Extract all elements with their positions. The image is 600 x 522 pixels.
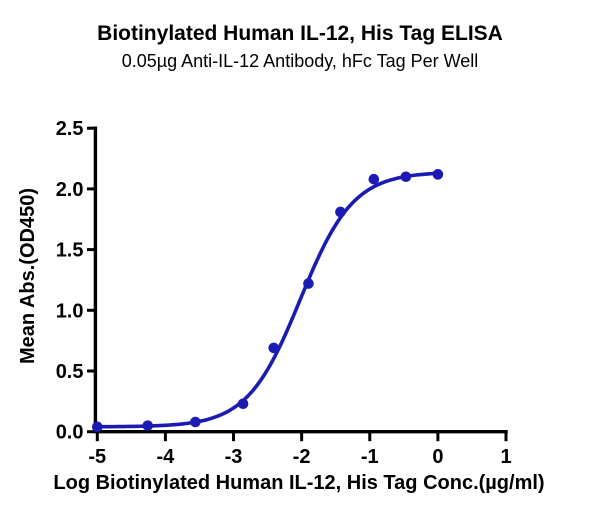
x-tick-label: -3: [225, 446, 243, 468]
y-tick-label: 2.5: [56, 118, 84, 140]
x-tick-label: 0: [432, 446, 443, 468]
x-axis-title: Log Biotinylated Human IL-12, His Tag Co…: [53, 472, 544, 494]
data-point: [335, 206, 346, 218]
data-point: [142, 420, 154, 431]
fit-curve: [95, 171, 440, 429]
x-tick-label: -5: [88, 446, 106, 468]
y-tick-label: 1.0: [56, 300, 84, 322]
data-point: [190, 416, 201, 428]
x-tick-label: -1: [361, 446, 379, 468]
data-point: [268, 342, 280, 354]
x-tick-label: -4: [157, 446, 176, 468]
y-tick-label: 2.0: [56, 179, 84, 201]
axis-frame: [93, 126, 508, 434]
chart-subtitle: 0.05µg Anti-IL-12 Antibody, hFc Tag Per …: [121, 51, 479, 71]
x-tick-label: 1: [500, 446, 511, 468]
y-tick-label: 0.5: [56, 361, 84, 383]
data-point: [237, 398, 249, 410]
y-axis-title: Mean Abs.(OD450): [17, 188, 39, 364]
data-point: [400, 171, 412, 183]
y-tick-label: 0.0: [56, 422, 84, 444]
data-point: [92, 421, 103, 433]
data-point: [303, 278, 314, 289]
y-tick-label: 1.5: [56, 240, 84, 262]
x-tick-label: -2: [293, 446, 311, 468]
chart-title: Biotinylated Human IL-12, His Tag ELISA: [97, 22, 503, 45]
data-point: [368, 173, 380, 185]
data-point: [432, 169, 444, 180]
